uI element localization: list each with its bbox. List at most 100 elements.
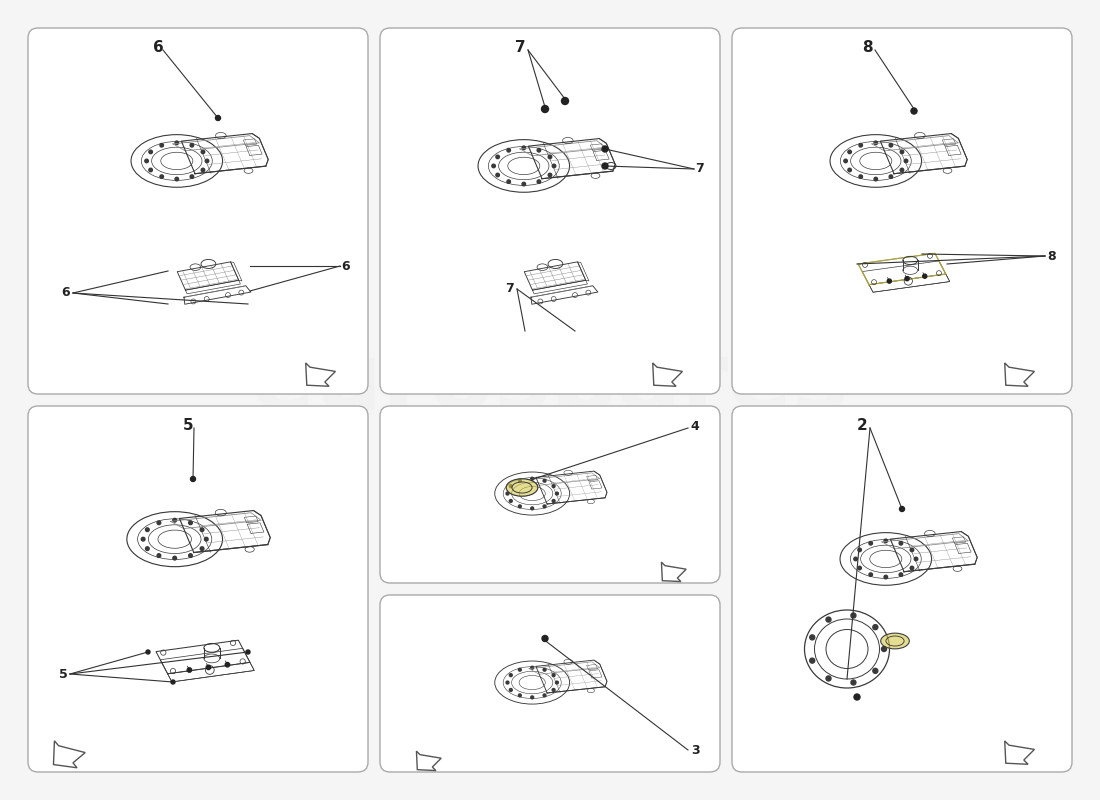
Circle shape (522, 146, 526, 150)
Circle shape (854, 557, 857, 561)
Text: 6: 6 (342, 259, 350, 273)
Circle shape (543, 694, 546, 697)
FancyBboxPatch shape (732, 406, 1072, 772)
Circle shape (190, 175, 194, 178)
Circle shape (160, 143, 164, 147)
Circle shape (175, 178, 178, 181)
Circle shape (531, 696, 534, 699)
Circle shape (854, 694, 860, 700)
Text: 7: 7 (515, 41, 526, 55)
Circle shape (552, 674, 556, 677)
Circle shape (881, 646, 887, 651)
Circle shape (904, 159, 907, 162)
Circle shape (884, 575, 888, 579)
Circle shape (157, 554, 161, 558)
Circle shape (556, 681, 559, 684)
Circle shape (518, 479, 521, 482)
Circle shape (810, 658, 815, 663)
Circle shape (216, 115, 220, 121)
Circle shape (518, 694, 521, 697)
Circle shape (507, 149, 510, 152)
Circle shape (206, 159, 209, 162)
Circle shape (543, 479, 546, 482)
Circle shape (552, 499, 556, 502)
Circle shape (543, 668, 546, 671)
Circle shape (910, 566, 914, 570)
Polygon shape (661, 562, 686, 582)
Polygon shape (417, 751, 441, 770)
Text: 7: 7 (695, 162, 704, 175)
Circle shape (900, 506, 904, 511)
Circle shape (858, 548, 861, 552)
FancyBboxPatch shape (28, 28, 368, 394)
Circle shape (826, 617, 830, 622)
Circle shape (541, 106, 549, 113)
FancyBboxPatch shape (732, 406, 1072, 772)
FancyBboxPatch shape (28, 406, 368, 772)
Circle shape (201, 168, 205, 172)
Circle shape (858, 566, 861, 570)
Circle shape (509, 499, 513, 502)
Polygon shape (1004, 363, 1034, 386)
Text: 6: 6 (153, 41, 164, 55)
Circle shape (509, 485, 513, 487)
Circle shape (888, 279, 891, 283)
Circle shape (246, 650, 250, 654)
Circle shape (531, 507, 534, 510)
Circle shape (175, 141, 178, 145)
Circle shape (552, 164, 556, 168)
Circle shape (201, 150, 205, 154)
Text: 4: 4 (691, 419, 700, 433)
Circle shape (509, 674, 513, 677)
Circle shape (496, 174, 499, 177)
Circle shape (190, 477, 196, 482)
Circle shape (506, 492, 509, 495)
FancyBboxPatch shape (732, 28, 1072, 394)
Circle shape (148, 168, 153, 172)
Ellipse shape (506, 478, 538, 496)
Circle shape (848, 168, 851, 172)
Circle shape (146, 650, 150, 654)
Text: 2: 2 (857, 418, 868, 434)
Circle shape (537, 149, 541, 152)
Circle shape (859, 143, 862, 147)
Circle shape (190, 143, 194, 147)
Circle shape (226, 662, 230, 667)
Circle shape (869, 542, 872, 545)
Text: 5: 5 (183, 418, 194, 434)
Circle shape (206, 665, 210, 670)
Circle shape (872, 668, 878, 674)
FancyBboxPatch shape (732, 28, 1072, 394)
Circle shape (145, 547, 150, 550)
FancyBboxPatch shape (379, 406, 720, 583)
Circle shape (548, 155, 552, 158)
Polygon shape (306, 363, 336, 386)
FancyBboxPatch shape (379, 28, 720, 394)
Circle shape (531, 478, 534, 480)
Circle shape (509, 689, 513, 691)
FancyBboxPatch shape (28, 406, 368, 772)
Circle shape (889, 175, 893, 178)
Circle shape (537, 180, 541, 183)
FancyBboxPatch shape (379, 595, 720, 772)
Circle shape (507, 180, 510, 183)
Text: a passion for parts... since 1985: a passion for parts... since 1985 (394, 446, 706, 466)
Circle shape (496, 155, 499, 158)
Text: 7: 7 (506, 282, 515, 295)
Circle shape (914, 557, 917, 561)
Circle shape (160, 175, 164, 178)
Circle shape (205, 538, 208, 541)
Circle shape (844, 159, 847, 162)
Circle shape (923, 274, 927, 278)
FancyBboxPatch shape (28, 28, 368, 394)
Circle shape (173, 518, 176, 522)
Text: 6: 6 (62, 286, 70, 299)
Circle shape (506, 681, 509, 684)
Circle shape (188, 554, 192, 558)
Text: 3: 3 (691, 743, 700, 757)
Circle shape (561, 98, 569, 105)
Circle shape (869, 573, 872, 577)
Text: 8: 8 (861, 41, 872, 55)
Circle shape (556, 492, 559, 495)
Circle shape (851, 680, 856, 685)
